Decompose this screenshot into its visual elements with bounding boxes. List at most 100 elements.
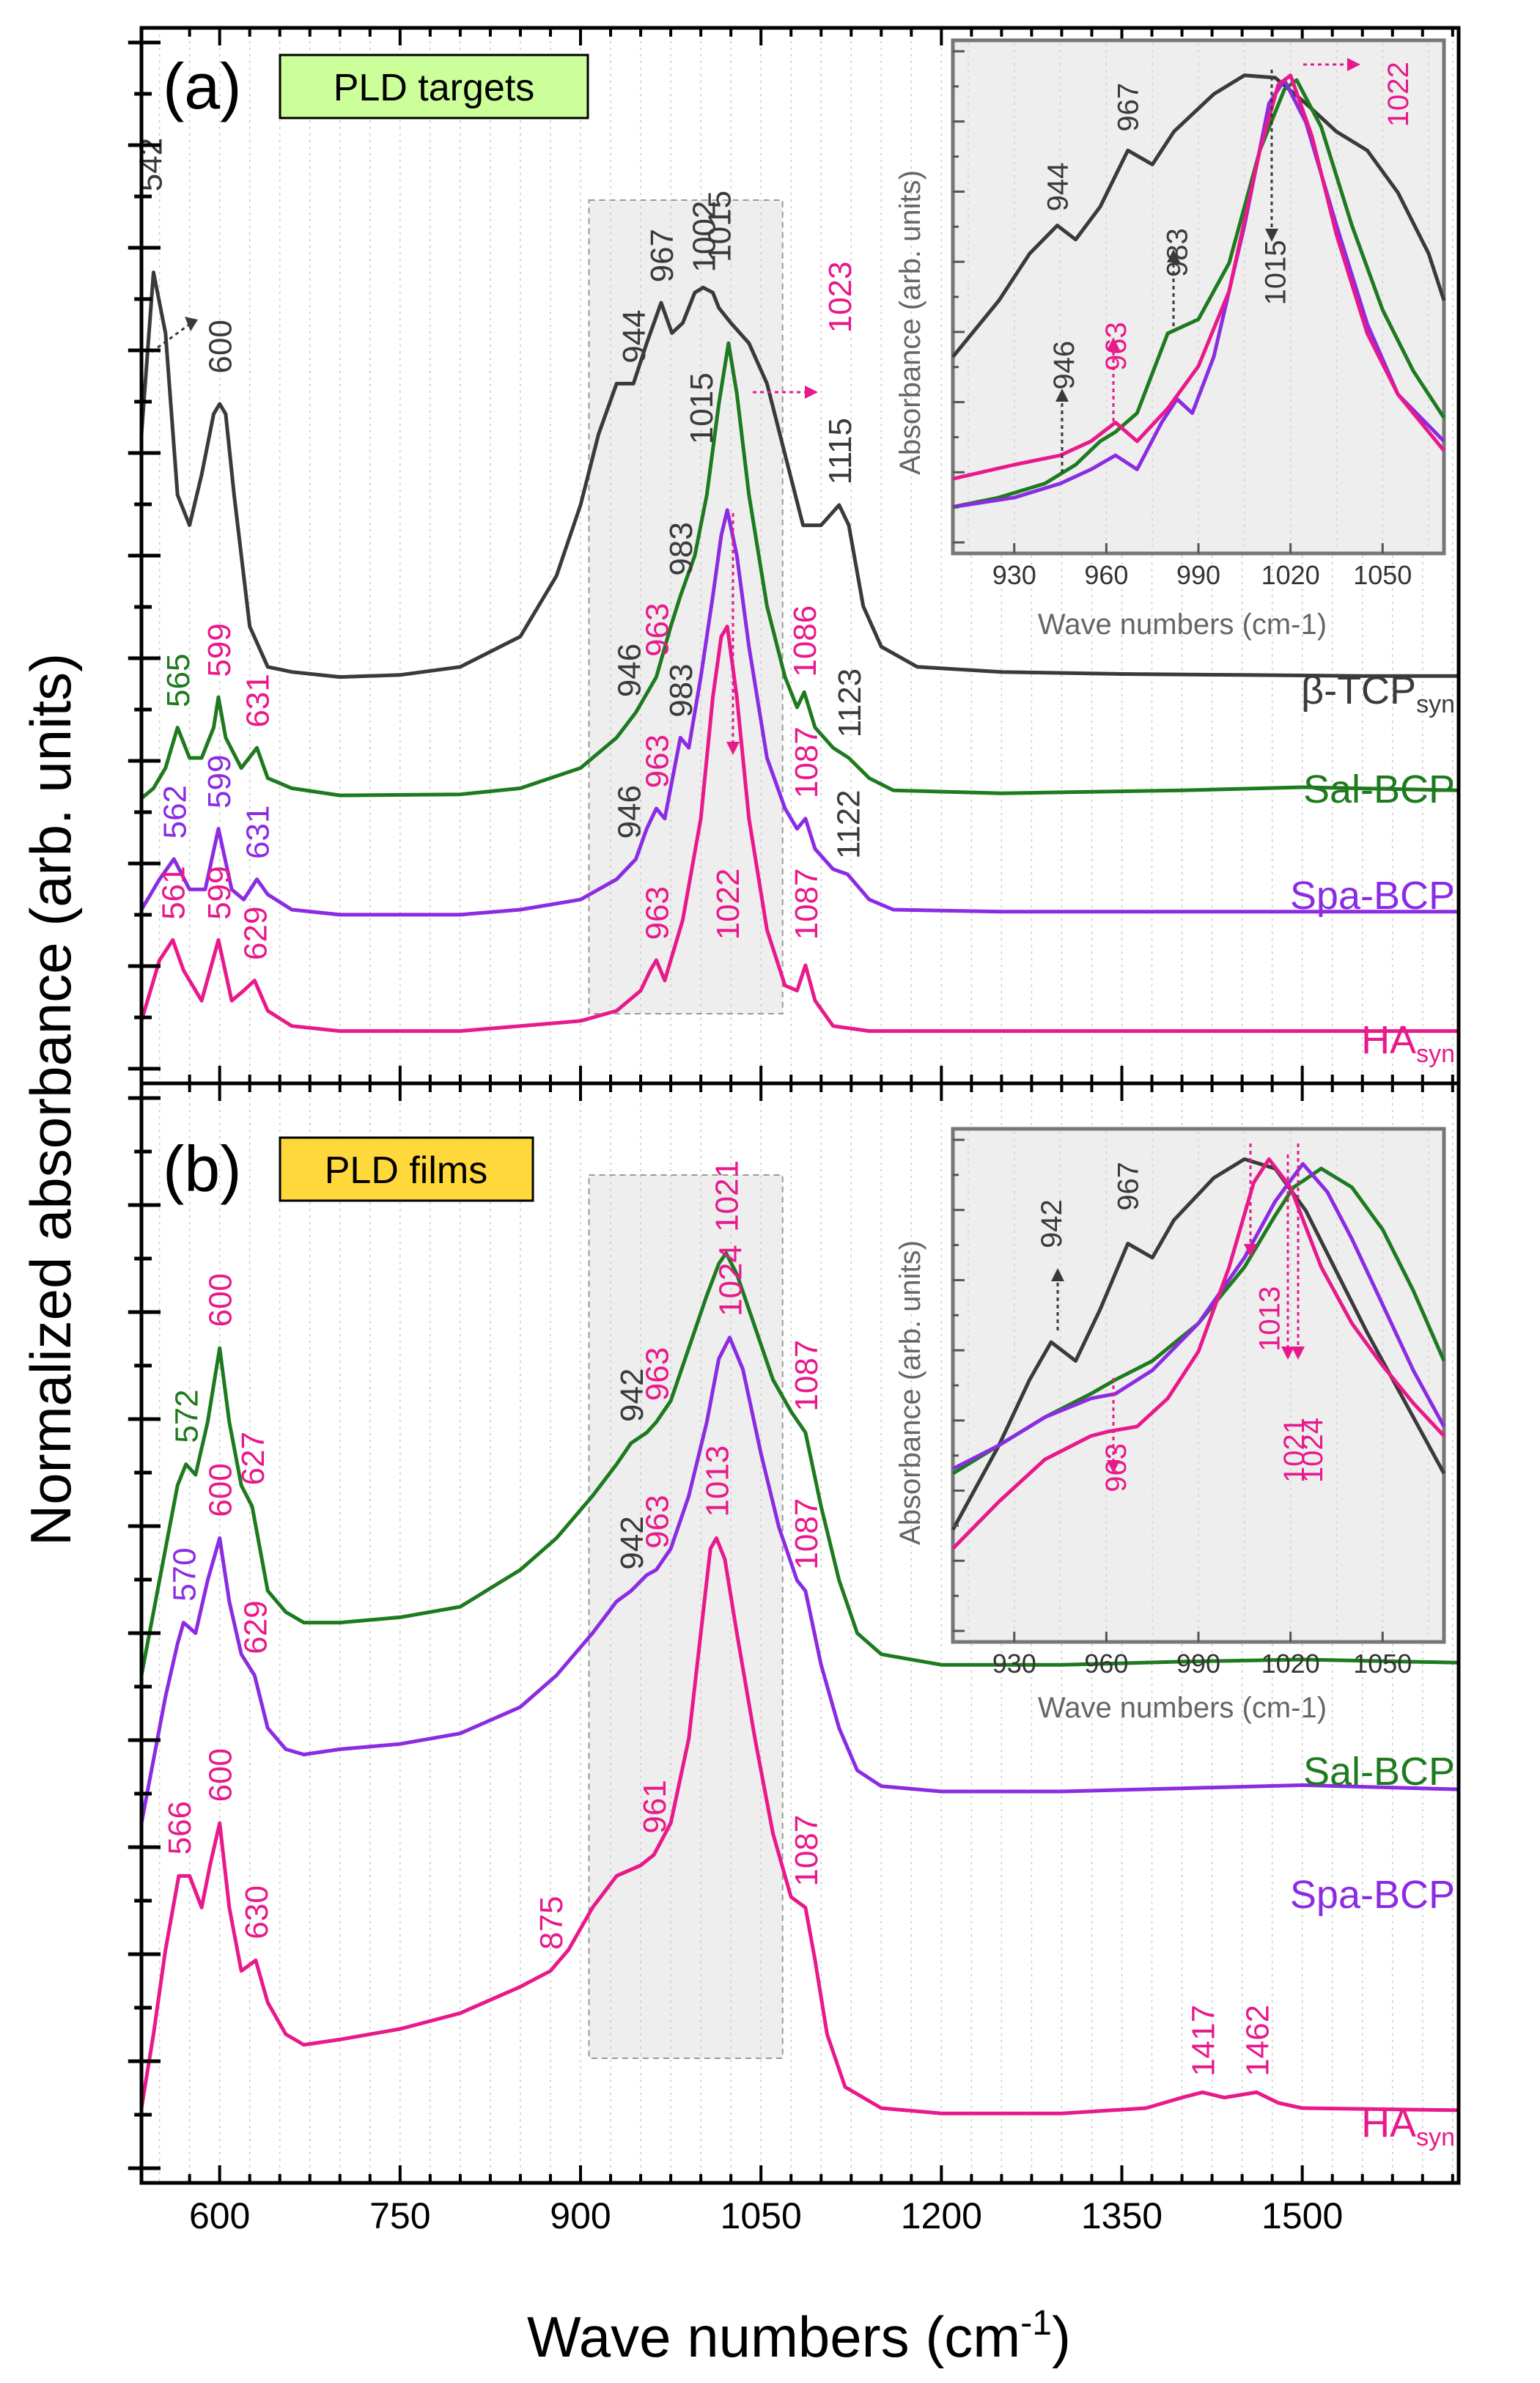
peak-label: 1087 <box>789 1498 825 1570</box>
x-tick-label: 750 <box>369 2195 430 2236</box>
sample-label-btcp-a-main: β-TCP <box>1301 669 1416 712</box>
peak-label: 565 <box>161 654 196 707</box>
inset-a-bg <box>951 38 1446 556</box>
peak-label: 1021 <box>710 1160 745 1232</box>
inset-a-arrow-1015-head <box>1265 229 1278 242</box>
inset-b-xlabel: Wave numbers (cm-1) <box>1038 1692 1327 1724</box>
inset-series-line-spa-bcp <box>951 1162 1446 1471</box>
sample-label-btcp-a: β-TCPsyn <box>1301 669 1455 718</box>
panel-a-series <box>139 270 1459 1034</box>
series-line-spa-bcp <box>139 1336 1459 1824</box>
peak-label: 631 <box>240 674 276 727</box>
peak-label: 963 <box>639 886 675 940</box>
peak-label: 942 <box>614 1369 650 1422</box>
peak-label: 1087 <box>789 726 825 798</box>
series-line--tcp <box>139 270 1459 679</box>
x-axis-title-end: ) <box>1052 2305 1071 2369</box>
sample-label-ha-b-main: HA <box>1361 2102 1416 2146</box>
panel-b-letter: (b) <box>163 1132 242 1205</box>
peak-label: 570 <box>166 1547 202 1601</box>
peak-label: 963 <box>639 734 675 788</box>
peak-label: 561 <box>156 866 192 919</box>
peak-label: 1022 <box>710 869 746 940</box>
peak-label: 600 <box>203 320 239 373</box>
inset-b-arrow-942-head <box>1051 1268 1064 1281</box>
series-line-spa-bcp <box>139 508 1459 917</box>
peak-label: 1015 <box>702 191 738 262</box>
arrow-1022-head <box>726 742 740 755</box>
inset-a-grid <box>968 43 1429 550</box>
inset-x-tick-label: 960 <box>1084 560 1128 590</box>
inset-a-ylabel: Absorbance (arb. units) <box>894 170 926 475</box>
peak-label: 1013 <box>699 1445 735 1517</box>
peak-label: 629 <box>237 1600 273 1654</box>
inset-a-xlabel: Wave numbers (cm-1) <box>1038 608 1327 641</box>
panel-a-arrows <box>151 317 818 755</box>
panel-b-ticks <box>128 1083 1454 2183</box>
sample-label-ha-b-sub: syn <box>1416 2124 1455 2151</box>
inset-b-grid <box>968 1132 1429 1639</box>
inset-a: 944 967 946 963 983 1015 1022 930 960 990 1020 105… <box>894 38 1446 641</box>
peak-label: 1087 <box>789 1815 825 1887</box>
inset-x-tick-label: 1020 <box>1261 1649 1320 1679</box>
peak-label: 963 <box>639 1347 675 1401</box>
inset-peak-label: 1021 <box>1278 1418 1311 1483</box>
peak-label: 1123 <box>832 669 868 738</box>
peak-label: 1462 <box>1239 2005 1275 2077</box>
inset-x-tick-label: 930 <box>992 560 1036 590</box>
peak-label: 983 <box>663 663 699 717</box>
x-tick-label: 1500 <box>1261 2195 1343 2236</box>
peak-label: 566 <box>162 1801 198 1855</box>
inset-a-arrow-983-head <box>1167 249 1180 262</box>
inset-a-arrow-1022-head <box>1347 58 1360 71</box>
inset-a-arrow-963-head <box>1107 337 1120 350</box>
sample-label-ha-a: HAsyn <box>1361 1018 1455 1068</box>
inset-series-line-ha <box>951 1157 1445 1550</box>
x-tick-label: 900 <box>550 2195 611 2236</box>
inset-peak-label: 963 <box>1100 322 1132 371</box>
x-tick-label: 1050 <box>721 2195 802 2236</box>
arrow-542-head <box>185 317 198 331</box>
peak-label: 1087 <box>789 869 825 940</box>
inset-b-ylabel: Absorbance (arb. units) <box>894 1240 926 1545</box>
sample-label-sal-b: Sal-BCP <box>1303 1750 1455 1794</box>
inset-b-ticks: 930 960 990 1020 1050 <box>953 1138 1412 1679</box>
sample-label-spa-a: Spa-BCP <box>1290 874 1455 918</box>
peak-label: 629 <box>237 907 273 960</box>
sample-label-spa-b: Spa-BCP <box>1290 1873 1455 1917</box>
inset-b-series <box>951 1157 1446 1550</box>
peak-label: 944 <box>616 309 652 363</box>
inset-peak-label: 1015 <box>1260 240 1292 305</box>
peak-label: 875 <box>534 1896 570 1950</box>
sample-label-ha-b: HAsyn <box>1361 2102 1455 2151</box>
inset-series-line--tcp <box>951 1157 1446 1531</box>
peak-label: 1417 <box>1185 2005 1221 2077</box>
inset-x-tick-label: 1050 <box>1353 1649 1412 1679</box>
inset-a-arrows <box>1055 58 1360 473</box>
inset-x-tick-label: 990 <box>1176 560 1220 590</box>
panel-a-grid <box>158 28 1454 1083</box>
peak-label: 1087 <box>789 1340 825 1412</box>
peak-label: 599 <box>202 866 237 919</box>
inset-peak-label: 963 <box>1100 1443 1132 1492</box>
inset-a-arrow-946-head <box>1055 388 1069 402</box>
arrow-1023-head <box>805 386 818 399</box>
peak-label: 630 <box>239 1885 275 1939</box>
inset-peak-label: 967 <box>1113 1162 1145 1211</box>
sample-label-sal-a: Sal-BCP <box>1303 767 1455 811</box>
inset-series-line-spa-bcp <box>952 78 1445 509</box>
panel-b-annotations: 5726006279429631021108757060062994296310… <box>162 1160 1275 2077</box>
inset-a-annotations: 944 967 946 963 983 1015 1022 <box>1042 62 1415 389</box>
peak-label: 1023 <box>822 262 858 334</box>
shaded-region <box>588 1174 784 2059</box>
peak-label: 1086 <box>787 605 823 677</box>
inset-peak-label: 944 <box>1042 163 1074 212</box>
inset-b-bg <box>951 1127 1446 1644</box>
y-axis-title: Normalized absorbance (arb. units) <box>18 653 83 1546</box>
panel-b-badge <box>279 1136 534 1202</box>
series-line-sal-bcp <box>140 341 1459 800</box>
